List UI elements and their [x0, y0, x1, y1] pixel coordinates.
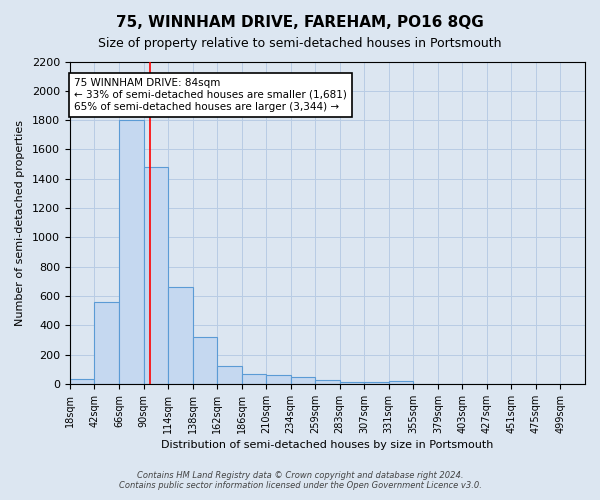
- Text: Size of property relative to semi-detached houses in Portsmouth: Size of property relative to semi-detach…: [98, 38, 502, 51]
- Bar: [193, 337, 217, 384]
- Bar: [70, 379, 94, 384]
- Bar: [119, 120, 143, 384]
- Bar: [290, 376, 315, 384]
- Bar: [242, 374, 266, 384]
- Bar: [389, 381, 413, 384]
- Text: 75 WINNHAM DRIVE: 84sqm
← 33% of semi-detached houses are smaller (1,681)
65% of: 75 WINNHAM DRIVE: 84sqm ← 33% of semi-de…: [74, 78, 347, 112]
- Text: Contains HM Land Registry data © Crown copyright and database right 2024.
Contai: Contains HM Land Registry data © Crown c…: [119, 470, 481, 490]
- Bar: [94, 302, 119, 384]
- Bar: [364, 382, 389, 384]
- Bar: [340, 382, 364, 384]
- Bar: [168, 287, 193, 384]
- X-axis label: Distribution of semi-detached houses by size in Portsmouth: Distribution of semi-detached houses by …: [161, 440, 494, 450]
- Bar: [266, 375, 290, 384]
- Text: 75, WINNHAM DRIVE, FAREHAM, PO16 8QG: 75, WINNHAM DRIVE, FAREHAM, PO16 8QG: [116, 15, 484, 30]
- Bar: [217, 366, 242, 384]
- Bar: [143, 167, 168, 384]
- Y-axis label: Number of semi-detached properties: Number of semi-detached properties: [15, 120, 25, 326]
- Bar: [315, 380, 340, 384]
